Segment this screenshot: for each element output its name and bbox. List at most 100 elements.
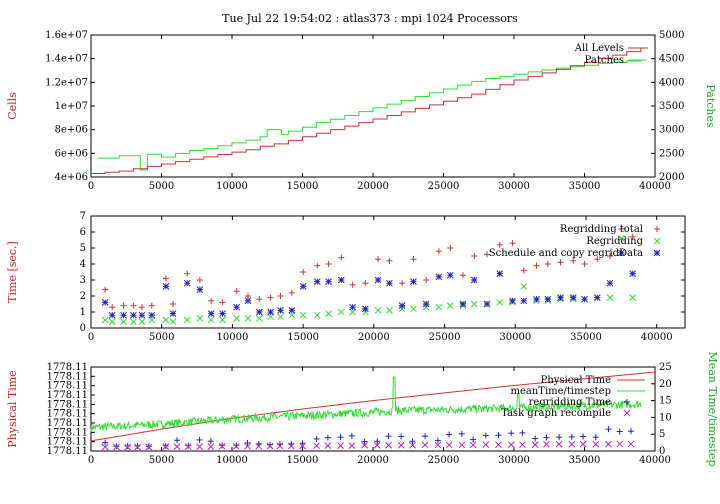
regrid-series1-point [435,303,443,311]
regrid-series1-point [299,311,307,319]
task-graph-point-d2 [627,440,635,448]
regrid-xtick-label: 0 [88,332,94,343]
regrid-series1-point [398,305,406,313]
legend-time-series1-label: meanTime/timestep [510,386,611,397]
task-graph-point [113,443,120,451]
regrid-series2-point-d2 [325,278,332,285]
regrid-series2-point-d2 [313,278,321,285]
regrid-series1-point-d2 [606,294,614,301]
time-xtick-label: 30000 [498,455,530,466]
task-graph-point-d2 [445,441,453,449]
regrid-series0-point [219,299,226,306]
regrid-series1-point [183,316,191,324]
regrid-series2-point [533,295,540,303]
meantime-ytick-label: 10 [659,412,672,423]
regrid-series1-point-d2 [196,315,204,322]
regridding-time-point [519,429,526,436]
time-ytick-label: 1778.11 [47,362,88,373]
time-ytick-label: 1778.11 [47,427,88,438]
regrid-series2-point [277,307,284,314]
task-graph-point [101,443,109,451]
regrid-series1-point-d2 [618,235,625,242]
regrid-series2-point-d2 [267,308,274,316]
regrid-series2-point-d2 [299,283,307,290]
regrid-series2-point-d2 [446,271,454,279]
regrid-series2-point [544,295,552,303]
regridding-time-point [361,438,368,445]
time-xtick-label: 20000 [357,455,389,466]
regrid-series1-point [169,318,177,325]
legend-regrid-series2-swatch-d2 [653,249,661,257]
regrid-series2-point [325,278,332,285]
regrid-series2-point-d2 [581,295,588,303]
regrid-series1-point-d2 [410,305,417,313]
task-graph-point-d2 [124,443,132,451]
regrid-series2-point-d2 [606,279,614,287]
regridding-time-point [337,434,344,441]
legend-all-levels-label: All Levels [574,43,624,54]
regrid-series0-point [581,261,588,267]
task-graph-point-d2 [255,442,263,450]
regrid-series2-point [183,279,191,287]
regridding-time-point [580,433,587,440]
task-graph-point [605,440,612,448]
task-graph-point-d2 [543,440,550,448]
regrid-series0-point [509,240,516,247]
time-xtick-label: 5000 [149,455,174,466]
regrid-series0-point [375,256,382,263]
regrid-series1-point-d2 [183,316,191,324]
regrid-series2-point-d2 [169,310,177,317]
regrid-series0-point [256,296,263,303]
legend-time-series3-swatch [623,409,631,417]
regridding-time-point [207,438,214,445]
regrid-series2-point-d2 [162,283,170,290]
regrid-series0-point [300,269,307,275]
regrid-xtick-label: 25000 [429,332,461,343]
task-graph-point-d2 [113,443,120,451]
regridding-time-point [568,433,575,440]
task-graph-point [469,441,477,449]
regridding-time-point [313,435,320,442]
regrid-axis-label: Time [sec.] [6,241,19,303]
regrid-series1-point [219,316,226,324]
legend-regrid-series1-label: Regridding [586,236,643,247]
regrid-series1-point-d2 [120,318,127,325]
task-graph-point-d2 [434,441,442,449]
cells-xtick-label: 0 [88,181,94,192]
regrid-series1-point [446,302,454,309]
regrid-series2-point-d2 [533,295,540,303]
task-graph-point [348,442,356,449]
task-graph-point [627,440,635,448]
regrid-series2-point [288,307,296,314]
meantime-ytick-label: 5 [659,429,665,440]
regrid-series0-point [130,302,137,309]
regrid-series2-point-d2 [120,311,127,319]
task-graph-point-d2 [361,441,368,449]
regrid-series1-point-d2 [398,305,406,313]
physical-time-series-line [90,371,656,442]
time-ytick-label: 1778.11 [47,399,88,410]
task-graph-point [361,441,368,449]
regridding-time-point [348,432,355,439]
legend-time-series2-swatch [624,399,630,405]
regrid-ytick-label: 5 [80,243,86,254]
meantime-ytick-label: 25 [659,362,672,373]
regrid-ytick-label: 3 [80,275,86,286]
regrid-series1-point [362,308,369,316]
task-graph-point [124,443,132,451]
meantime-ytick-label: 0 [659,446,665,457]
cells-ytick-label: 6e+06 [55,148,88,159]
regrid-series1-point [130,318,137,325]
regrid-series0-point [102,286,109,293]
regrid-series0-point [277,293,284,299]
regrid-series1-point [374,307,382,314]
regridding-time-point [324,434,331,441]
regrid-series2-point-d2 [183,279,191,287]
regrid-series2-point-d2 [148,311,156,319]
task-graph-point [543,440,550,448]
task-graph-point-d2 [555,440,563,448]
task-graph-point-d2 [397,441,405,449]
regrid-series2-point [101,299,109,306]
